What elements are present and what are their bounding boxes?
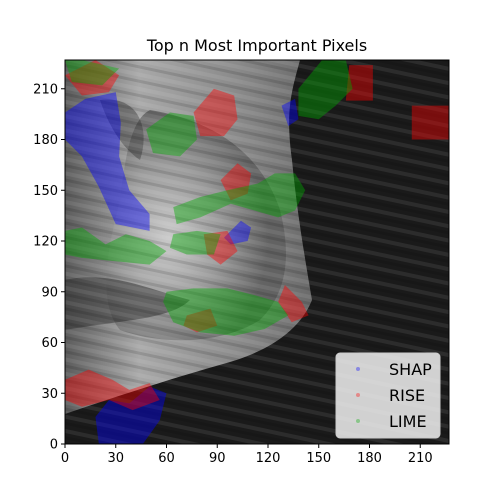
x-axis: 0 30 60 90 120 150 180 210 (61, 444, 433, 466)
x-tick-label: 150 (306, 451, 331, 466)
lime-region (298, 60, 353, 120)
x-tick-label: 60 (158, 451, 175, 466)
rise-region (278, 284, 309, 323)
legend-marker-lime (356, 419, 360, 423)
legend: SHAP RISE LIME (335, 352, 441, 439)
lime-region (146, 112, 197, 157)
legend-box (335, 352, 441, 439)
legend-label-shap: SHAP (389, 360, 432, 379)
rise-region (183, 308, 218, 333)
x-tick-label: 0 (61, 451, 69, 466)
shap-region (281, 98, 299, 126)
x-tick-label: 30 (107, 451, 124, 466)
rise-region (65, 60, 120, 96)
shap-region (65, 92, 150, 231)
importance-overlay (65, 60, 449, 444)
rise-region (193, 88, 238, 137)
x-tick-label: 180 (357, 451, 382, 466)
rise-region (411, 105, 449, 140)
plot-area (65, 60, 449, 444)
y-axis: 0 30 60 90 120 150 180 210 (33, 82, 65, 453)
chart-title: Top n Most Important Pixels (146, 36, 367, 55)
legend-label-rise: RISE (389, 386, 425, 405)
y-tick-label: 60 (41, 336, 58, 351)
rise-region (65, 369, 160, 411)
y-tick-label: 30 (41, 387, 58, 402)
legend-marker-rise (356, 393, 360, 397)
y-tick-label: 120 (33, 235, 58, 250)
lime-region (65, 60, 120, 86)
x-tick-label: 120 (256, 451, 281, 466)
legend-marker-shap (356, 367, 360, 371)
rise-region (345, 65, 373, 101)
lime-region (65, 227, 167, 265)
shap-region (95, 386, 167, 444)
lime-region (173, 173, 306, 225)
y-tick-label: 150 (33, 184, 58, 199)
shap-region (224, 220, 252, 245)
y-tick-label: 90 (41, 285, 58, 300)
y-tick-label: 210 (33, 82, 58, 97)
lime-region (169, 230, 221, 255)
lime-region (163, 288, 289, 336)
y-tick-label: 180 (33, 133, 58, 148)
x-tick-label: 90 (209, 451, 226, 466)
x-tick-label: 210 (408, 451, 433, 466)
plot-frame (64, 59, 450, 445)
rise-region (203, 230, 238, 265)
y-tick-label: 0 (50, 438, 58, 453)
legend-label-lime: LIME (389, 412, 427, 431)
rise-region (220, 163, 252, 201)
